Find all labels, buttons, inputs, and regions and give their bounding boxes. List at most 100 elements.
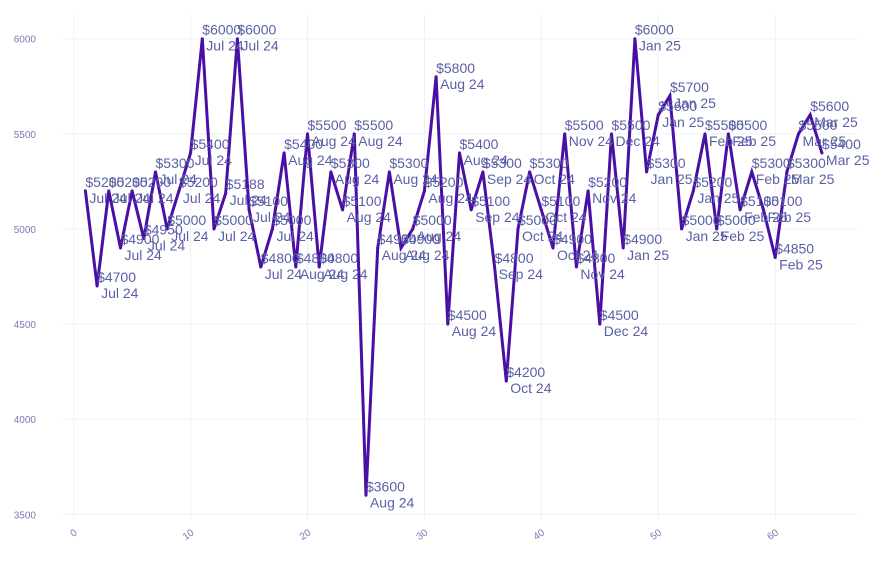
data-label-value: $5400 [284, 136, 323, 152]
data-label-date: Jul 24 [218, 228, 256, 244]
data-label-value: $5300 [752, 155, 791, 171]
data-label-value: $5200 [109, 174, 148, 190]
data-point [200, 37, 204, 41]
data-label-date: Aug 24 [464, 152, 509, 168]
data-point [259, 265, 263, 269]
data-label-date: Feb 25 [767, 209, 811, 225]
data-point [142, 236, 146, 240]
data-label-value: $5500 [611, 117, 650, 133]
data-point [481, 170, 485, 174]
data-label-value: $4900 [553, 231, 592, 247]
data-label-value: $4900 [378, 231, 417, 247]
data-label-value: $5200 [693, 174, 732, 190]
data-label-date: Aug 24 [428, 190, 473, 206]
data-label-value: $5300 [331, 155, 370, 171]
data-label-value: $5300 [389, 155, 428, 171]
data-point [352, 132, 356, 136]
data-point [715, 227, 719, 231]
data-label-date: Jan 25 [686, 228, 728, 244]
data-point [539, 208, 543, 212]
data-point [212, 227, 216, 231]
data-label-date: Mar 25 [814, 114, 858, 130]
data-point [282, 151, 286, 155]
data-point [609, 132, 613, 136]
data-point [118, 246, 122, 250]
data-label-value: $5300 [647, 155, 686, 171]
data-label-date: Aug 24 [452, 323, 497, 339]
data-label-value: $5800 [436, 60, 475, 76]
data-label-value: $5300 [530, 155, 569, 171]
data-label-date: Jul 24 [276, 228, 314, 244]
data-point [645, 170, 649, 174]
data-point [668, 94, 672, 98]
data-point [633, 37, 637, 41]
data-point [493, 265, 497, 269]
data-label-date: Feb 25 [721, 228, 765, 244]
data-point [820, 151, 824, 155]
data-label-value: $5600 [810, 98, 849, 114]
data-label-value: $5400 [191, 136, 230, 152]
data-label-date: Aug 24 [393, 171, 438, 187]
data-point [165, 227, 169, 231]
data-label-value: $4950 [144, 221, 183, 237]
data-label-date: Jul 24 [241, 38, 279, 54]
data-point [504, 379, 508, 383]
data-point [387, 170, 391, 174]
y-tick-label: 4000 [14, 415, 37, 426]
data-label-date: Jul 24 [136, 190, 174, 206]
data-point [329, 170, 333, 174]
data-label-date: Jul 24 [124, 247, 162, 263]
data-label-date: Aug 24 [300, 266, 345, 282]
data-label-date: Jul 24 [89, 190, 127, 206]
x-tick-label: 40 [532, 527, 548, 543]
data-label-value: $4900 [401, 231, 440, 247]
data-point [574, 265, 578, 269]
data-point [270, 227, 274, 231]
data-point [458, 151, 461, 155]
data-label-value: $5100 [249, 193, 288, 209]
x-tick-label: 10 [181, 527, 197, 543]
data-point [703, 132, 707, 136]
data-label-date: Nov 24 [580, 266, 625, 282]
data-point [785, 170, 789, 174]
data-point [773, 255, 777, 259]
data-label-value: $5000 [167, 212, 206, 228]
data-point [598, 322, 602, 326]
data-label-value: $4900 [623, 231, 662, 247]
data-point [399, 246, 403, 250]
data-point [364, 493, 368, 497]
y-tick-label: 5000 [14, 225, 37, 236]
x-tick-label: 50 [649, 527, 665, 543]
data-label-value: $5400 [460, 136, 499, 152]
data-label-value: $5100 [343, 193, 382, 209]
data-label-value: $5400 [822, 136, 861, 152]
data-label-value: $4700 [97, 269, 136, 285]
x-tick-label: 20 [298, 527, 314, 543]
data-point [294, 265, 298, 269]
data-point [434, 75, 438, 79]
data-label-value: $5100 [740, 193, 779, 209]
data-label-value: $4800 [261, 250, 300, 266]
series-layer [83, 37, 824, 497]
data-point [177, 189, 181, 193]
data-label-date: Aug 24 [417, 228, 462, 244]
data-label-date: Oct 24 [557, 247, 598, 263]
data-label-value: $4200 [506, 364, 545, 380]
data-label-value: $5200 [132, 174, 171, 190]
data-label-value: $5100 [541, 193, 580, 209]
data-label-date: Jan 25 [697, 190, 739, 206]
data-label-date: Aug 24 [358, 133, 403, 149]
data-label-value: $5600 [658, 98, 697, 114]
data-label-value: $5200 [179, 174, 218, 190]
data-label-value: $5200 [424, 174, 463, 190]
data-label-value: $4900 [120, 231, 159, 247]
series-line [83, 38, 824, 496]
data-label-date: Jul 24 [195, 152, 233, 168]
data-label-date: Oct 24 [510, 380, 551, 396]
data-label-value: $6000 [635, 22, 674, 38]
data-label-date: Nov 24 [592, 190, 637, 206]
data-label-date: Feb 25 [732, 133, 776, 149]
data-label-date: Sep 24 [475, 209, 520, 225]
data-point [528, 170, 532, 174]
